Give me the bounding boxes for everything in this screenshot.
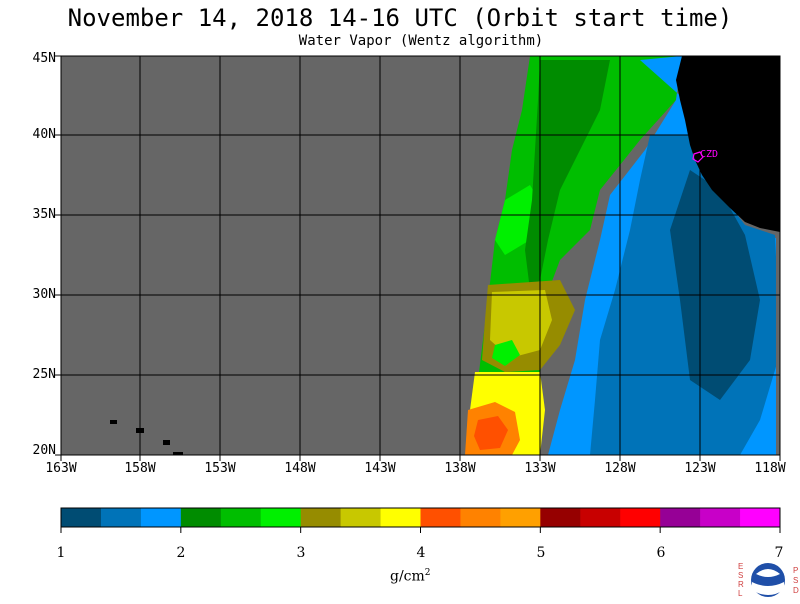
colorbar-swatch: [61, 508, 102, 527]
logo-letter-s2: S: [793, 576, 799, 585]
logo-letter-p: P: [793, 566, 799, 575]
vapor-field-yellow-olive: [490, 290, 552, 358]
colorbar-unit: g/cm2: [390, 568, 431, 585]
colorbar-swatch: [460, 508, 501, 527]
colorbar-tick-2: 2: [176, 545, 186, 561]
colorbar-swatch: [420, 508, 461, 527]
lat-label-40n: 40N: [32, 127, 56, 142]
vapor-field-bright-green-spot: [492, 340, 520, 366]
logo-letter-e: E: [738, 562, 744, 571]
map-tick-marks: [55, 55, 781, 461]
vapor-field-dark-blue: [670, 170, 760, 400]
lat-label-35n: 35N: [32, 207, 56, 222]
colorbar-swatch: [380, 508, 421, 527]
colorbar-swatch: [740, 508, 781, 527]
colorbar-tick-5: 5: [536, 545, 546, 561]
station-label: CZD: [700, 149, 718, 160]
colorbar-tick-3: 3: [296, 545, 306, 561]
colorbar-tick-6: 6: [656, 545, 666, 561]
lat-label-30n: 30N: [32, 287, 56, 302]
colorbar-swatch: [220, 508, 262, 527]
colorbar: [60, 507, 781, 533]
colorbar-swatch: [540, 508, 581, 527]
lat-label-20n: 20N: [32, 443, 56, 458]
land-mass: [676, 56, 780, 232]
colorbar-swatch: [500, 508, 541, 527]
lon-label-138w: 138W: [444, 461, 476, 476]
colorbar-tick-1: 1: [56, 545, 66, 561]
lon-label-118w: 118W: [754, 461, 786, 476]
lon-label-148w: 148W: [284, 461, 316, 476]
land-strip-east: [776, 232, 780, 455]
logo-letter-d: D: [793, 586, 799, 595]
colorbar-swatch: [660, 508, 701, 527]
graticule: [61, 56, 780, 455]
logo-letter-r: R: [738, 580, 744, 589]
colorbar-swatch: [620, 508, 661, 527]
lon-label-158w: 158W: [124, 461, 156, 476]
colorbar-swatch: [140, 508, 182, 527]
station-marker-czd: CZD: [692, 149, 718, 163]
lon-label-128w: 128W: [604, 461, 636, 476]
lon-label-133w: 133W: [524, 461, 556, 476]
lon-label-163w: 163W: [45, 461, 77, 476]
colorbar-swatch: [580, 508, 621, 527]
colorbar-tick-7: 7: [774, 545, 784, 561]
logo-letter-l: L: [738, 589, 743, 598]
colorbar-swatch: [260, 508, 302, 527]
colorbar-swatch: [340, 508, 382, 527]
lon-label-153w: 153W: [204, 461, 236, 476]
page-subtitle: Water Vapor (Wentz algorithm): [298, 33, 544, 49]
lat-label-25n: 25N: [32, 367, 56, 382]
lon-label-143w: 143W: [364, 461, 396, 476]
colorbar-swatch: [700, 508, 741, 527]
page-title: November 14, 2018 14-16 UTC (Orbit start…: [67, 4, 733, 32]
vapor-field-dark-green: [525, 60, 610, 290]
colorbar-tick-4: 4: [416, 545, 426, 561]
logo-letter-s: S: [738, 571, 744, 580]
colorbar-swatch: [300, 508, 342, 527]
colorbar-swatch: [100, 508, 142, 527]
lon-label-123w: 123W: [684, 461, 716, 476]
vapor-field-red-orange: [474, 416, 508, 450]
map-frame: [60, 55, 781, 456]
colorbar-swatch: [180, 508, 222, 527]
lat-label-45n: 45N: [32, 51, 56, 66]
noaa-emblem: [751, 563, 785, 597]
noaa-logo: [738, 560, 800, 600]
